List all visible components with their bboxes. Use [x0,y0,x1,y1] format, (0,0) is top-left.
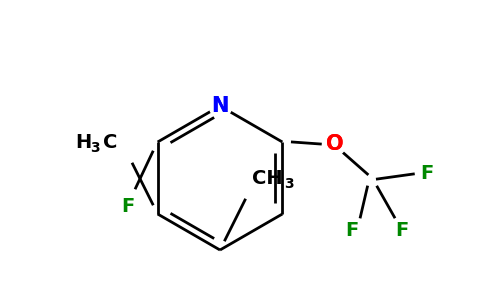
Text: O: O [326,134,343,154]
Text: C: C [103,133,117,152]
Text: 3: 3 [90,141,99,155]
Text: F: F [346,221,359,241]
Text: F: F [421,164,434,184]
Text: O: O [326,134,343,154]
Text: N: N [212,96,228,116]
Text: 3: 3 [284,177,294,191]
Text: H: H [76,133,92,152]
Text: F: F [121,196,134,215]
Text: N: N [212,96,228,116]
Text: F: F [396,221,409,241]
Text: CH: CH [252,169,283,188]
